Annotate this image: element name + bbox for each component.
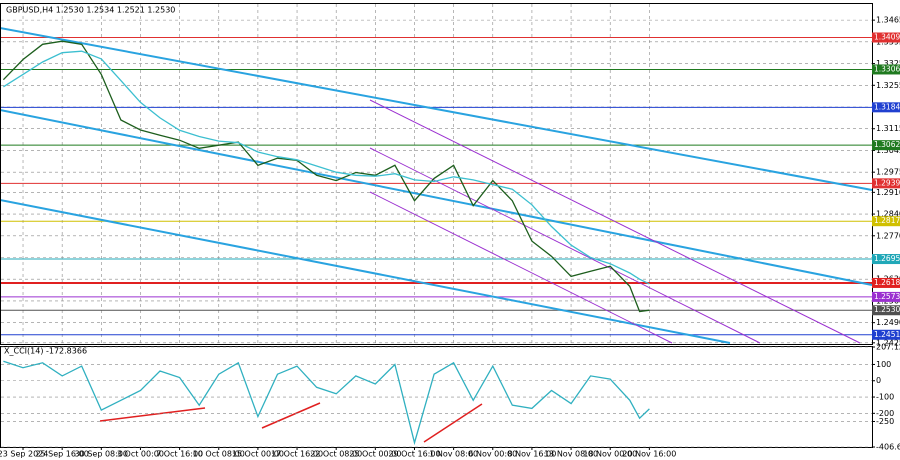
level-tag: [872, 178, 900, 189]
level-tag: [872, 32, 900, 43]
level-tag-label: 1.2695: [874, 254, 900, 263]
x-tick-label: 29 Oct 16:00: [388, 450, 440, 459]
y-tick-label: 1.3045: [876, 146, 900, 155]
level-tag: [872, 216, 900, 227]
x-tick-label: 13 Nov 08:00: [544, 450, 598, 459]
y-tick-label: 1.3325: [876, 59, 900, 68]
x-tick-label: 25 Sep 16:00: [35, 450, 88, 459]
level-tag: [872, 102, 900, 113]
y-tick-label: 1.2975: [876, 168, 900, 177]
x-tick-label: 25 Oct 00:00: [349, 450, 401, 459]
y-tick-label: 0: [876, 376, 881, 385]
x-tick-label: 1 Nov 08:00: [429, 450, 478, 459]
x-tick-label: 22 Oct 08:00: [310, 450, 362, 459]
series-line: [2, 40, 650, 313]
x-tick-label: 15 Oct 00:00: [232, 450, 284, 459]
level-tag: [872, 291, 900, 302]
x-tick-label: 18 Nov 00:00: [583, 450, 637, 459]
level-tag: [872, 254, 900, 265]
x-tick-label: 7 Oct 16:00: [156, 450, 203, 459]
y-tick-label: 1.2490: [876, 318, 900, 327]
level-tag: [872, 277, 900, 288]
level-tag-label: 1.2939: [874, 178, 900, 187]
level-tag-label: 1.2817: [874, 216, 900, 225]
y-tick-label: 1.2910: [876, 188, 900, 197]
channel-line: [0, 109, 873, 286]
y-tick-label: -406.6717: [876, 443, 900, 452]
level-tag-label: 1.3184: [874, 102, 900, 111]
x-tick-label: 10 Oct 08:00: [193, 450, 245, 459]
price-frame: [0, 3, 873, 345]
y-tick-label: 100: [876, 360, 891, 369]
x-tick-label: 3 Oct 00:00: [117, 450, 164, 459]
level-tag-label: 1.2573: [874, 292, 900, 301]
y-tick-label: 1.3255: [876, 81, 900, 90]
level-tag-label: 1.3409: [874, 33, 900, 42]
level-tag: [872, 329, 900, 340]
x-tick-label: 23 Sep 2024: [0, 450, 48, 459]
level-tag: [872, 305, 900, 316]
regression-line: [369, 99, 861, 344]
level-tag-label: 1.3306: [874, 64, 900, 73]
series-line: [3, 50, 650, 285]
channel-line: [0, 27, 873, 191]
x-tick-label: 8 Nov 16:00: [507, 450, 556, 459]
level-tag-label: 1.3062: [874, 140, 900, 149]
level-tag: [872, 140, 900, 151]
y-tick-label: -100: [876, 393, 894, 402]
level-tag-label: 1.2451: [874, 330, 900, 339]
x-tick-label: 30 Sep 08:00: [75, 450, 128, 459]
y-tick-label: 1.2770: [876, 231, 900, 240]
trend-lines: [0, 27, 873, 443]
y-tick-label: 1.2840: [876, 210, 900, 219]
x-tick-label: 20 Nov 16:00: [622, 450, 676, 459]
y-tick-label: -200: [876, 409, 894, 418]
x-tick-label: 17 Oct 16:00: [271, 450, 323, 459]
regression-line: [369, 147, 761, 344]
x-tick-label: 6 Nov 00:00: [468, 450, 517, 459]
chart-title: GBPUSD,H4 1.2530 1.2534 1.2521 1.2530: [6, 6, 175, 15]
channel-line: [0, 199, 731, 344]
y-tick-label: 207.1248: [876, 343, 900, 352]
level-tag-label: 1.2530: [874, 305, 900, 314]
y-tick-label: 1.3115: [876, 124, 900, 133]
level-tag-label: 1.2618: [874, 278, 900, 287]
divergence-line: [99, 407, 206, 422]
series-line: [3, 360, 650, 446]
regression-line: [369, 191, 673, 344]
indicator-title: X_CCI(14) -172.8366: [4, 347, 87, 356]
divergence-line: [261, 402, 321, 429]
level-tag: [872, 64, 900, 75]
divergence-line: [423, 403, 483, 443]
y-tick-label: 1.3465: [876, 16, 900, 25]
y-tick-label: -250: [876, 417, 894, 426]
